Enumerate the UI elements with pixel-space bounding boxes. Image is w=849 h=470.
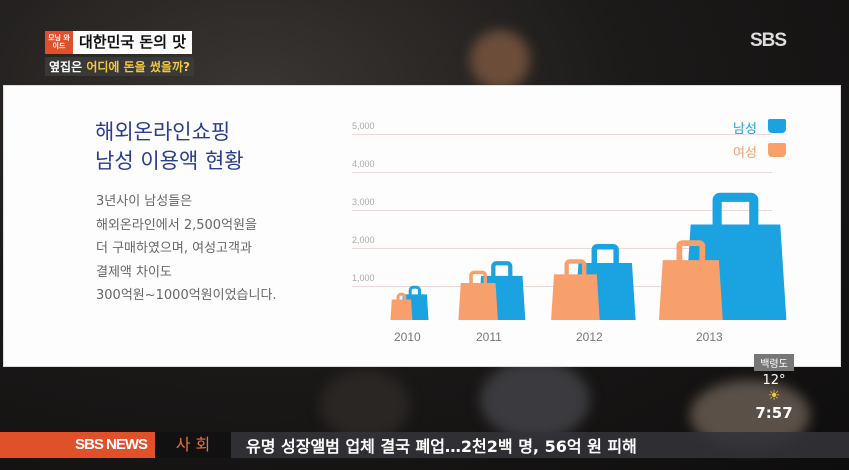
- y-tick-label: 3,000: [352, 197, 375, 207]
- x-tick-label: 2012: [576, 330, 603, 344]
- news-ticker: SBS NEWS 사 회 유명 성장앨범 업체 결국 폐업…2천2백 명, 56…: [0, 432, 849, 458]
- y-tick-label: 4,000: [352, 159, 375, 169]
- heading-line: 남성 이용액 현황: [95, 149, 244, 173]
- y-tick-label: 1,000: [352, 273, 375, 283]
- subtitle-prefix: 옆집은: [49, 60, 87, 74]
- sun-cloud-icon: ☀: [767, 388, 781, 404]
- ticker-headline: 유명 성장앨범 업체 결국 폐업…2천2백 명, 56억 원 피해: [246, 437, 637, 456]
- background-figure: [480, 360, 590, 440]
- x-tick-label: 2011: [476, 330, 502, 344]
- x-tick-label: 2010: [394, 330, 421, 344]
- heading-line: 해외온라인쇼핑: [95, 120, 231, 144]
- gridline: [352, 210, 772, 211]
- program-tag: 모닝 와이드: [45, 31, 73, 54]
- weather-temperature: 12°: [762, 373, 786, 388]
- weather-widget: 백령도 12° ☀ 7:57: [754, 354, 794, 422]
- body-line: 해외온라인에서 2,500억원을: [96, 217, 257, 233]
- y-tick-label: 5,000: [352, 121, 375, 131]
- legend-label-female: 여성: [733, 146, 757, 161]
- sbs-logo: SBS: [750, 30, 787, 51]
- subtitle-highlight: 어디에 돈을 썼을까?: [86, 60, 190, 74]
- infographic-body: 3년사이 남성들은 해외온라인에서 2,500억원을 더 구매하였으며, 여성고…: [96, 190, 277, 308]
- background-figure: [470, 30, 530, 90]
- legend-bag-icon-male: [768, 119, 786, 133]
- body-line: 결제액 차이도: [96, 264, 172, 280]
- body-line: 더 구매하였으며, 여성고객과: [96, 241, 252, 256]
- ticker-category: 사 회: [155, 432, 231, 458]
- clock-time: 7:57: [755, 404, 793, 422]
- body-line: 3년사이 남성들은: [96, 194, 193, 209]
- segment-title: 대한민국 돈의 맛: [73, 31, 193, 54]
- gridline: [352, 134, 772, 135]
- x-tick-label: 2013: [696, 330, 723, 344]
- bar-female-2012: [551, 259, 600, 320]
- legend-bag-icon-female: [768, 143, 786, 157]
- weather-location: 백령도: [754, 354, 794, 371]
- bar-female-2013: [658, 240, 723, 320]
- ticker-brand: SBS NEWS: [0, 432, 155, 458]
- gridline: [352, 248, 772, 249]
- infographic-heading: 해외온라인쇼핑 남성 이용액 현황: [95, 118, 244, 176]
- bar-female-2010: [390, 292, 413, 320]
- gridline: [352, 172, 772, 173]
- y-tick-label: 2,000: [352, 235, 375, 245]
- legend-label-male: 남성: [733, 122, 757, 137]
- background-figure: [320, 370, 410, 440]
- body-line: 300억원~1000억원이었습니다.: [96, 288, 277, 303]
- bar-female-2011: [458, 270, 498, 320]
- segment-subtitle: 옆집은 어디에 돈을 썼을까?: [45, 57, 194, 76]
- program-title: 모닝 와이드 대한민국 돈의 맛: [45, 31, 193, 54]
